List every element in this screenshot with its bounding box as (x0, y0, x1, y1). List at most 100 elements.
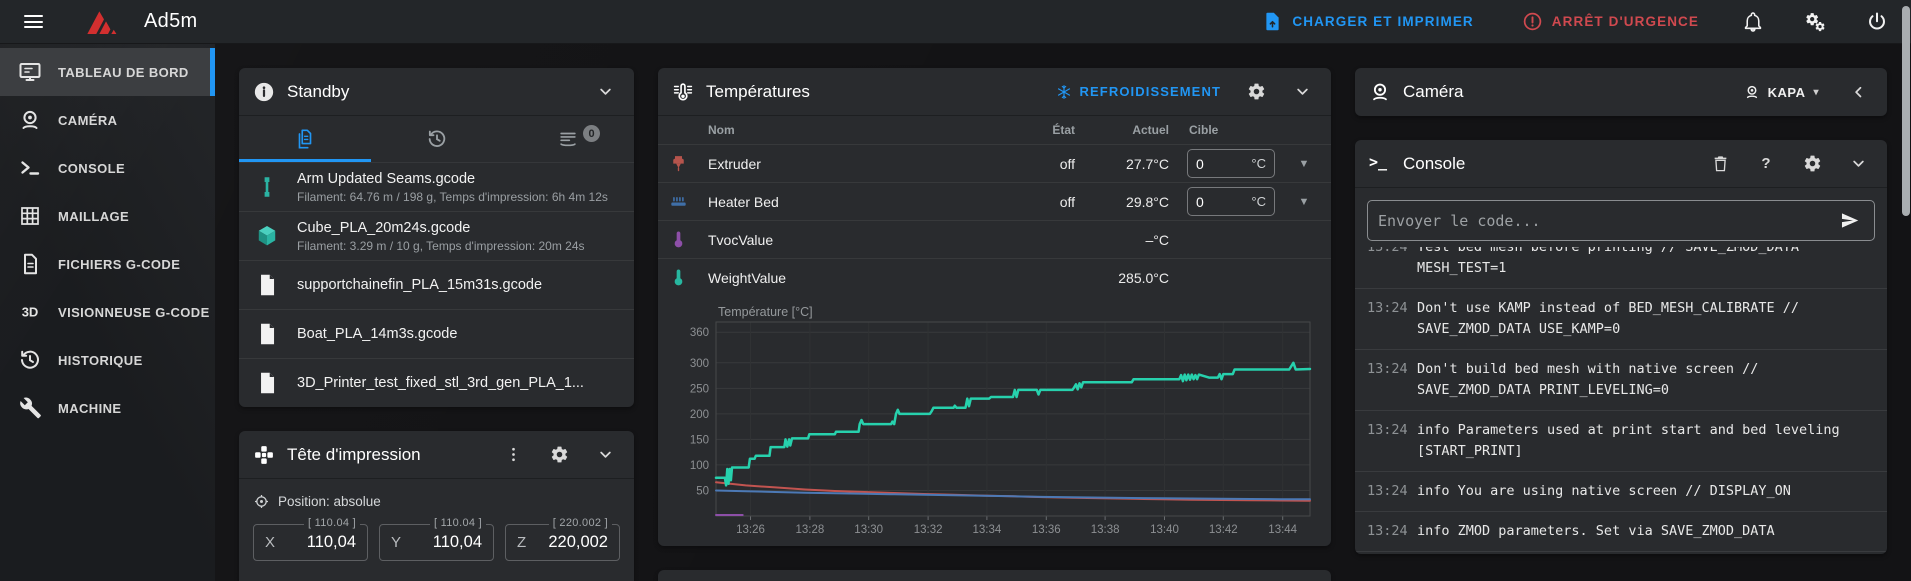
heater-current-temp: –°C (1145, 231, 1170, 248)
temperatures-panel: Températures REFROIDISSEMENT (658, 68, 1331, 546)
target-temp-input[interactable]: 0 °C (1187, 187, 1275, 216)
collapse-chevron-down-icon[interactable] (588, 75, 622, 109)
send-command-icon[interactable] (1834, 206, 1864, 236)
thermometer-icon (674, 269, 683, 286)
cooldown-button[interactable]: REFROIDISSEMENT (1056, 84, 1221, 100)
console-settings-gear-icon[interactable] (1795, 147, 1829, 181)
gcode-file-row[interactable]: supportchainefin_PLA_15m31s.gcode (239, 260, 634, 309)
kebab-menu-icon[interactable] (496, 438, 530, 472)
history-icon (18, 348, 42, 372)
app-title: Ad5m (144, 10, 198, 32)
console-command-input[interactable] (1378, 211, 1826, 230)
axis-position-x[interactable]: [ 110.04 ] X 110,04 (253, 517, 368, 561)
console-message-text: Don't use KAMP instead of BED_MESH_CALIB… (1417, 300, 1800, 337)
thermometer-lines-icon (672, 81, 694, 103)
axis-position-z[interactable]: [ 220.002 ] Z 220,002 (505, 517, 620, 561)
sidebar-item-label: TABLEAU DE BORD (58, 64, 189, 80)
heater-name: Heater Bed (708, 193, 779, 210)
console-message-row: 13:24 Test bed mesh before printing // SA… (1355, 247, 1887, 289)
emergency-stop-button[interactable]: ARRÊT D'URGENCE (1510, 3, 1711, 40)
sidebar-item-machine[interactable]: MACHINE (0, 384, 215, 432)
sidebar-item-label: MACHINE (58, 400, 122, 416)
alert-circle-icon (1523, 12, 1542, 31)
tab-history[interactable] (371, 116, 503, 162)
toolhead-title: Tête d'impression (287, 444, 421, 464)
interface-settings-cogs-icon[interactable] (1795, 2, 1835, 42)
console-title: Console (1403, 153, 1466, 173)
thermometer-icon (668, 267, 708, 288)
temperatures-settings-gear-icon[interactable] (1239, 75, 1273, 109)
sidebar-item-label: VISIONNEUSE G-CODE (58, 304, 210, 320)
gcode-file-row[interactable]: 3D_Printer_test_fixed_stl_3rd_gen_PLA_1.… (239, 358, 634, 407)
move-dpad-icon (253, 444, 275, 466)
console-message-time: 13:24 (1367, 300, 1408, 316)
console-log[interactable]: 13:24 Test bed mesh before printing // SA… (1355, 247, 1887, 554)
temperatures-panel-header: Températures REFROIDISSEMENT (658, 68, 1331, 116)
svg-text:13:40: 13:40 (1150, 524, 1179, 536)
gcode-file-name: Cube_PLA_20m24s.gcode (297, 220, 471, 236)
expand-chevron-left-icon[interactable] (1841, 75, 1875, 109)
target-temp-unit: °C (1251, 156, 1266, 171)
power-icon[interactable] (1857, 2, 1897, 42)
sidebar-item-label: FICHIERS G-CODE (58, 256, 181, 272)
file-thumbnail (261, 372, 275, 394)
clear-console-trash-icon[interactable] (1703, 147, 1737, 181)
temperature-table: Nom État Actuel Cible Extruder off 27.7°C 0… (658, 116, 1331, 296)
console-icon (21, 161, 40, 175)
sidebar-item-tableau-de-bord[interactable]: TABLEAU DE BORD (0, 48, 215, 96)
temperature-row-weightvalue: WeightValue 285.0°C (658, 258, 1331, 296)
notifications-bell-icon[interactable] (1733, 2, 1773, 42)
sidebar-item-fichiers-g-code[interactable]: FICHIERS G-CODE (0, 240, 215, 288)
target-temp-input[interactable]: 0 °C (1187, 149, 1275, 178)
target-preset-caret-icon[interactable]: ▼ (1298, 195, 1310, 208)
sidebar-item-cam-ra[interactable]: CAMÉRA (0, 96, 215, 144)
gcode-file-name: 3D_Printer_test_fixed_stl_3rd_gen_PLA_1.… (297, 375, 584, 391)
info-circle-icon (253, 81, 275, 103)
toolhead-settings-gear-icon[interactable] (542, 438, 576, 472)
heater-bed-icon (671, 196, 686, 206)
axis-value: 110,04 (306, 533, 356, 551)
sidebar-item-historique[interactable]: HISTORIQUE (0, 336, 215, 384)
webcam-icon (1369, 81, 1391, 103)
gcode-file-meta: Filament: 3.29 m / 10 g, Temps d'impress… (297, 239, 585, 253)
target-preset-caret-icon[interactable]: ▼ (1298, 157, 1310, 170)
collapse-chevron-down-icon[interactable] (588, 438, 622, 472)
machine-icon (20, 397, 41, 419)
svg-text:300: 300 (690, 358, 709, 370)
menu-icon[interactable] (14, 3, 52, 41)
collapse-chevron-down-icon[interactable] (1285, 75, 1319, 109)
sidebar-item-maillage[interactable]: MAILLAGE (0, 192, 215, 240)
sidebar-item-label: HISTORIQUE (58, 352, 143, 368)
collapse-chevron-down-icon[interactable] (1841, 147, 1875, 181)
webcam-mini-icon (1746, 85, 1757, 99)
brand-logo-icon (87, 10, 117, 34)
svg-text:50: 50 (696, 486, 709, 498)
sidebar-item-console[interactable]: CONSOLE (0, 144, 215, 192)
temperature-row-extruder: Extruder off 27.7°C 0 °C ▼ (658, 144, 1331, 182)
axis-position-y[interactable]: [ 110.04 ] Y 110,04 (379, 517, 494, 561)
tab-print-queue[interactable]: 0 (502, 116, 634, 162)
svg-text:13:32: 13:32 (914, 524, 943, 536)
camera-selector-dropdown[interactable]: KAPA ▾ (1744, 84, 1819, 100)
sidebar-item-visionneuse-g-code[interactable]: 3D VISIONNEUSE G-CODE (0, 288, 215, 336)
scrollbar-thumb[interactable] (1902, 6, 1910, 216)
target-temp-value: 0 (1196, 193, 1204, 210)
svg-text:13:36: 13:36 (1032, 524, 1061, 536)
console-message-row: 13:24 info You are using native screen //… (1355, 472, 1887, 512)
console-help-icon[interactable]: ? (1761, 155, 1771, 172)
temperature-chart: 50 100 150 200 250 300 360 13:26 13:28 13:30 13:32… (690, 305, 1312, 536)
temperature-row-tvocvalue: TvocValue –°C (658, 220, 1331, 258)
toolhead-panel-header: Tête d'impression (239, 431, 634, 479)
crosshair-target-icon (254, 494, 269, 509)
gcode-file-row[interactable]: Boat_PLA_14m3s.gcode (239, 309, 634, 358)
gcode-file-row[interactable]: Arm Updated Seams.gcode Filament: 64.76 m… (239, 163, 634, 211)
tab-gcode-files[interactable] (239, 116, 371, 162)
console-message-text: info ZMOD parameters. Set via SAVE_ZMOD_… (1417, 523, 1775, 539)
axis-limit: [ 220.002 ] (548, 517, 612, 529)
mesh-icon (18, 204, 42, 228)
svg-text:360: 360 (690, 327, 709, 339)
gcode-file-row[interactable]: Cube_PLA_20m24s.gcode Filament: 3.29 m / … (239, 211, 634, 260)
load-and-print-button[interactable]: CHARGER ET IMPRIMER (1250, 3, 1485, 40)
gcode-viewer-icon: 3D (22, 305, 39, 320)
heater-current-temp: 285.0°C (1118, 269, 1169, 286)
